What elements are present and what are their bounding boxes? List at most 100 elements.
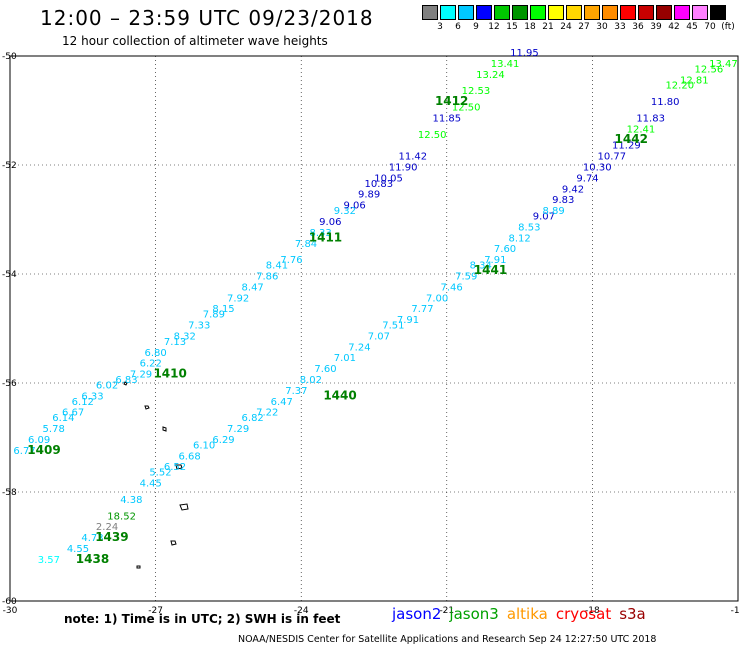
lat-tick-label: -60 bbox=[2, 597, 17, 607]
color-scale-swatch bbox=[692, 5, 708, 20]
credit-footer: NOAA/NESDIS Center for Satellite Applica… bbox=[238, 634, 657, 645]
color-scale-swatch bbox=[656, 5, 672, 20]
pass-number-label: 1410 bbox=[153, 367, 186, 381]
color-scale-label: 21 bbox=[542, 22, 554, 32]
wave-height-label: 11.85 bbox=[432, 113, 461, 124]
color-scale-label: 15 bbox=[506, 22, 518, 32]
color-scale-swatch bbox=[566, 5, 582, 20]
wave-height-label: 8.89 bbox=[542, 206, 564, 217]
color-scale-swatch bbox=[512, 5, 528, 20]
wave-height-label: 7.00 bbox=[426, 293, 448, 304]
wave-height-label: 12.50 bbox=[418, 130, 447, 141]
wave-height-label: 9.89 bbox=[358, 190, 380, 201]
page-subtitle: 12 hour collection of altimeter wave hei… bbox=[62, 34, 328, 48]
wave-height-label: 6.47 bbox=[271, 397, 293, 408]
wave-height-label: 6.67 bbox=[62, 408, 84, 419]
wave-height-label: 5.78 bbox=[43, 424, 65, 435]
lon-tick-label: -30 bbox=[3, 606, 18, 616]
pass-number-label: 1412 bbox=[435, 94, 468, 108]
wave-height-label: 11.83 bbox=[636, 113, 665, 124]
color-scale-swatch bbox=[584, 5, 600, 20]
wave-height-label: 10.30 bbox=[583, 162, 612, 173]
wave-height-label: 8.15 bbox=[212, 304, 234, 315]
wave-height-label: 7.86 bbox=[256, 271, 278, 282]
color-scale-label: 33 bbox=[614, 22, 626, 32]
wave-height-label: 12.41 bbox=[627, 124, 656, 135]
lat-tick-label: -50 bbox=[2, 52, 17, 62]
lon-tick-label: -24 bbox=[294, 606, 309, 616]
wave-height-label: 7.51 bbox=[382, 321, 404, 332]
wave-height-label: 7.22 bbox=[256, 408, 278, 419]
wave-height-label: 18.52 bbox=[107, 511, 136, 522]
satellite-legend: jason2 jason3 altika cryosat s3a bbox=[392, 605, 654, 623]
color-scale-swatch bbox=[710, 5, 726, 20]
wave-height-label: 9.32 bbox=[334, 206, 356, 217]
satellite-legend-entry: jason3 bbox=[449, 605, 499, 623]
wave-height-label: 9.83 bbox=[552, 195, 574, 206]
observation-labels: 6.776.095.786.146.676.126.336.026.837.29… bbox=[13, 48, 737, 566]
wave-height-label: 6.14 bbox=[52, 413, 74, 424]
wave-height-label: 12.20 bbox=[665, 81, 694, 92]
lat-tick-label: -52 bbox=[2, 161, 17, 171]
satellite-legend-entry: s3a bbox=[619, 605, 646, 623]
wave-height-label: 8.53 bbox=[518, 222, 540, 233]
satellite-legend-entry: altika bbox=[506, 605, 548, 623]
color-scale-label: 6 bbox=[455, 22, 461, 32]
island-shape bbox=[170, 540, 177, 546]
wave-height-label: 7.91 bbox=[484, 255, 506, 266]
color-scale-label: 24 bbox=[560, 22, 572, 32]
color-scale-swatch bbox=[638, 5, 654, 20]
wave-height-label: 8.47 bbox=[242, 282, 264, 293]
wave-height-label: 12.81 bbox=[680, 75, 709, 86]
wave-height-label: 6.29 bbox=[212, 435, 234, 446]
wave-height-label: 7.76 bbox=[280, 255, 302, 266]
island-shape bbox=[136, 565, 141, 569]
wave-height-label: 8.33 bbox=[309, 228, 331, 239]
color-scale-swatch bbox=[422, 5, 438, 20]
color-scale-label: 42 bbox=[668, 22, 680, 32]
wave-height-label: 6.22 bbox=[140, 359, 162, 370]
wave-height-label: 9.07 bbox=[533, 212, 555, 223]
wave-height-label: 10.05 bbox=[374, 173, 403, 184]
color-scale-label: 3 bbox=[437, 22, 443, 32]
island-shape bbox=[123, 381, 128, 386]
wave-height-label: 2.24 bbox=[96, 522, 118, 533]
color-scale-swatch bbox=[530, 5, 546, 20]
wave-height-label: 8.41 bbox=[266, 261, 288, 272]
wave-height-label: 6.52 bbox=[164, 462, 186, 473]
satellite-legend-entry: cryosat bbox=[555, 605, 612, 623]
wave-height-label: 6.82 bbox=[242, 413, 264, 424]
wave-height-label: 6.77 bbox=[13, 446, 35, 457]
wave-height-label: 13.41 bbox=[491, 59, 520, 70]
color-scale-swatch bbox=[476, 5, 492, 20]
color-scale-label: 70 bbox=[704, 22, 716, 32]
color-scale-swatch bbox=[548, 5, 564, 20]
wave-height-label: 3.57 bbox=[38, 555, 60, 566]
wave-height-label: 7.29 bbox=[130, 370, 152, 381]
wave-height-label: 4.38 bbox=[120, 495, 142, 506]
pass-labels: 1409 1410 1411 1412 1438 1439 1440 1441 1442 bbox=[27, 94, 648, 566]
wave-height-label: 10.77 bbox=[597, 152, 626, 163]
wave-height-label: 10.83 bbox=[365, 179, 394, 190]
color-scale-label: 12 bbox=[488, 22, 500, 32]
wave-height-label: 7.29 bbox=[227, 424, 249, 435]
lon-tick-label: -21 bbox=[439, 606, 454, 616]
wave-height-label: 8.34 bbox=[470, 261, 492, 272]
wave-height-label: 7.01 bbox=[334, 353, 356, 364]
color-scale-swatch bbox=[674, 5, 690, 20]
island-shape bbox=[162, 426, 167, 432]
wave-height-label: 7.24 bbox=[348, 342, 370, 353]
wave-height-label: 7.46 bbox=[441, 282, 463, 293]
wave-height-label: 9.06 bbox=[343, 201, 365, 212]
color-scale-swatch bbox=[494, 5, 510, 20]
pass-number-label: 1411 bbox=[309, 230, 342, 244]
wave-height-label: 7.13 bbox=[164, 337, 186, 348]
color-scale-label: 9 bbox=[473, 22, 479, 32]
lat-tick-label: -58 bbox=[2, 488, 17, 498]
map-frame bbox=[9, 55, 739, 602]
wave-height-label: 5.52 bbox=[149, 468, 171, 479]
wave-height-label: 9.42 bbox=[562, 184, 584, 195]
pass-number-label: 1442 bbox=[615, 132, 648, 146]
color-scale-swatch bbox=[440, 5, 456, 20]
wave-height-label: 9.74 bbox=[576, 173, 598, 184]
